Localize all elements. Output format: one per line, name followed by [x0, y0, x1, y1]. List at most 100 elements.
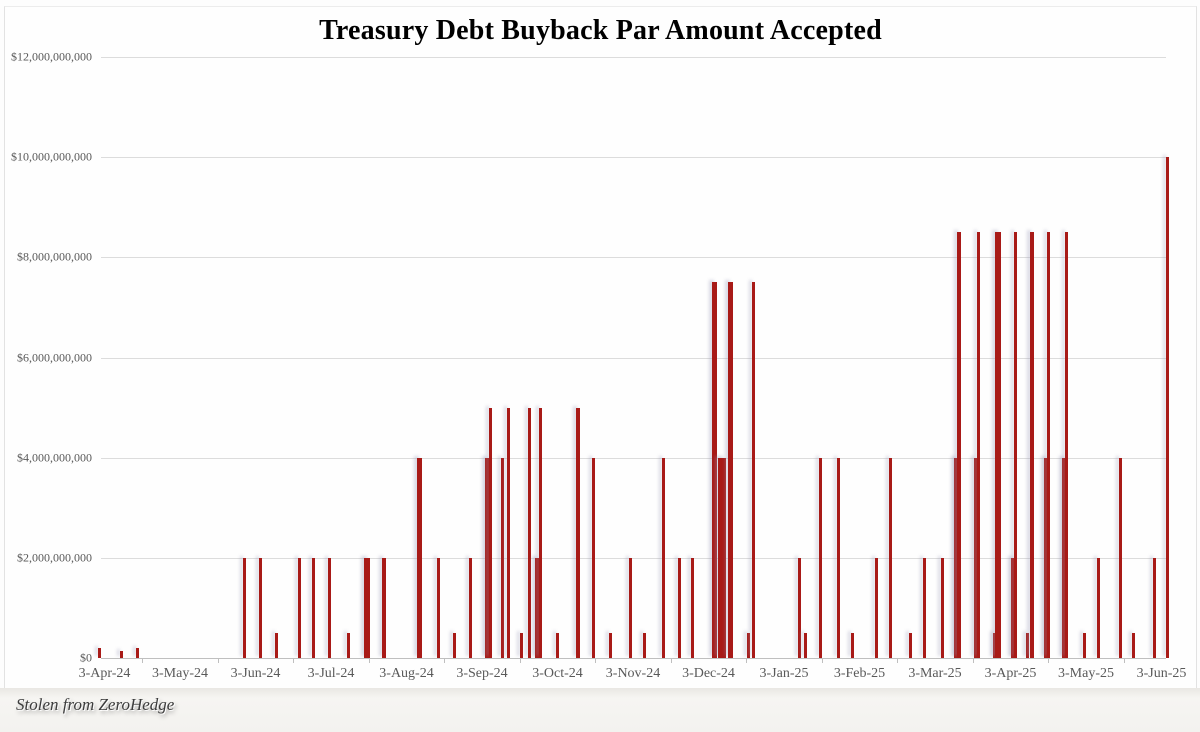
bar: [484, 457, 490, 658]
x-axis-label: 3-Mar-25: [908, 666, 962, 681]
y-axis-label: $0: [80, 650, 92, 665]
bar: [677, 557, 681, 658]
bar: [746, 632, 750, 658]
bar: [500, 457, 504, 658]
y-axis-label: $8,000,000,000: [17, 249, 92, 264]
bar: [797, 557, 801, 658]
x-axis-label: 3-May-24: [152, 666, 208, 681]
x-axis-label: 3-Jun-25: [1136, 666, 1187, 681]
bar: [992, 632, 996, 658]
bar: [642, 632, 646, 658]
bar: [297, 557, 301, 658]
x-axis-tick: [595, 658, 597, 663]
bar: [527, 407, 531, 658]
x-axis-label: 3-Sep-24: [456, 666, 508, 681]
bar: [661, 457, 665, 658]
bar: [973, 457, 977, 658]
bar: [382, 557, 386, 658]
bar: [1010, 557, 1016, 658]
bar: [940, 557, 944, 658]
x-axis-label: 3-Nov-24: [605, 666, 661, 681]
bar: [818, 457, 822, 658]
y-axis-label: $12,000,000,000: [11, 49, 92, 64]
bar: [1046, 232, 1050, 658]
x-axis-tick: [1048, 658, 1050, 663]
bar: [1030, 232, 1034, 658]
gridline-12b: [101, 57, 1166, 58]
bar: [97, 647, 101, 658]
gridline-10b: [101, 157, 1166, 159]
bar: [608, 632, 612, 658]
bar: [836, 457, 840, 658]
bar: [690, 557, 694, 658]
bar: [327, 557, 331, 658]
bar: [751, 282, 755, 658]
y-axis-label: $10,000,000,000: [11, 149, 92, 164]
chart-title: Treasury Debt Buyback Par Amount Accepte…: [319, 15, 882, 46]
bar: [1043, 457, 1049, 658]
bar: [346, 632, 350, 658]
x-axis-tick: [746, 658, 748, 663]
bar: [1096, 557, 1100, 658]
x-axis-tick: [293, 658, 295, 663]
bar: [874, 557, 878, 658]
x-axis-tick: [1123, 658, 1125, 663]
bar: [727, 282, 733, 658]
bar: [1061, 457, 1067, 658]
bar: [1013, 232, 1017, 658]
bar: [803, 632, 807, 658]
bar: [534, 557, 540, 658]
bar: [258, 557, 262, 658]
gridline-2b: [101, 557, 1166, 559]
bar: [242, 557, 246, 658]
bar: [506, 407, 510, 658]
bar: [995, 232, 1001, 658]
x-axis-label: 3-Jul-24: [307, 666, 355, 681]
x-axis-tick: [142, 658, 144, 663]
bar: [908, 632, 912, 658]
bar: [711, 282, 717, 658]
bar: [718, 457, 726, 658]
bar: [1118, 457, 1122, 658]
bar: [519, 632, 523, 658]
x-axis-label: 3-Jan-25: [759, 666, 809, 681]
bar: [488, 407, 492, 658]
bar: [452, 632, 456, 658]
bar: [888, 457, 892, 658]
y-axis-label: $4,000,000,000: [17, 450, 92, 465]
chart-panel: Treasury Debt Buyback Par Amount Accepte…: [4, 6, 1197, 689]
x-axis-label: 3-Aug-24: [379, 666, 434, 681]
bar: [119, 650, 123, 658]
gridline-8b: [101, 257, 1166, 259]
gridline-6b: [101, 357, 1166, 359]
x-axis-tick: [897, 658, 899, 663]
bar: [1131, 632, 1135, 658]
plot-area: $0 $2,000,000,000 $4,000,000,000 $6,000,000…: [11, 50, 1186, 682]
x-axis-tick: [972, 658, 974, 663]
bar: [311, 557, 315, 658]
bar: [576, 407, 580, 658]
x-axis-label: 3-Jun-24: [230, 666, 281, 681]
x-axis-label: 3-Dec-24: [682, 666, 735, 681]
x-axis-label: 3-Apr-25: [984, 666, 1037, 681]
footer-strip: Stolen from ZeroHedge: [0, 688, 1200, 732]
y-axis-label: $6,000,000,000: [17, 350, 92, 364]
bar: [468, 557, 472, 658]
bar: [1064, 232, 1068, 658]
bar: [953, 457, 959, 658]
bar: [976, 232, 980, 658]
bar: [538, 407, 542, 658]
watermark-text: Stolen from ZeroHedge: [16, 695, 175, 714]
bar: [274, 632, 278, 658]
x-axis-label: 3-May-25: [1058, 666, 1114, 681]
bar: [364, 557, 370, 658]
bar: [555, 632, 559, 658]
bar: [850, 632, 854, 658]
bar: [1082, 632, 1086, 658]
bar: [135, 647, 139, 658]
x-axis-tick: [519, 658, 521, 663]
bar: [591, 457, 595, 658]
x-axis-tick: [217, 658, 219, 663]
bar: [1152, 557, 1156, 658]
